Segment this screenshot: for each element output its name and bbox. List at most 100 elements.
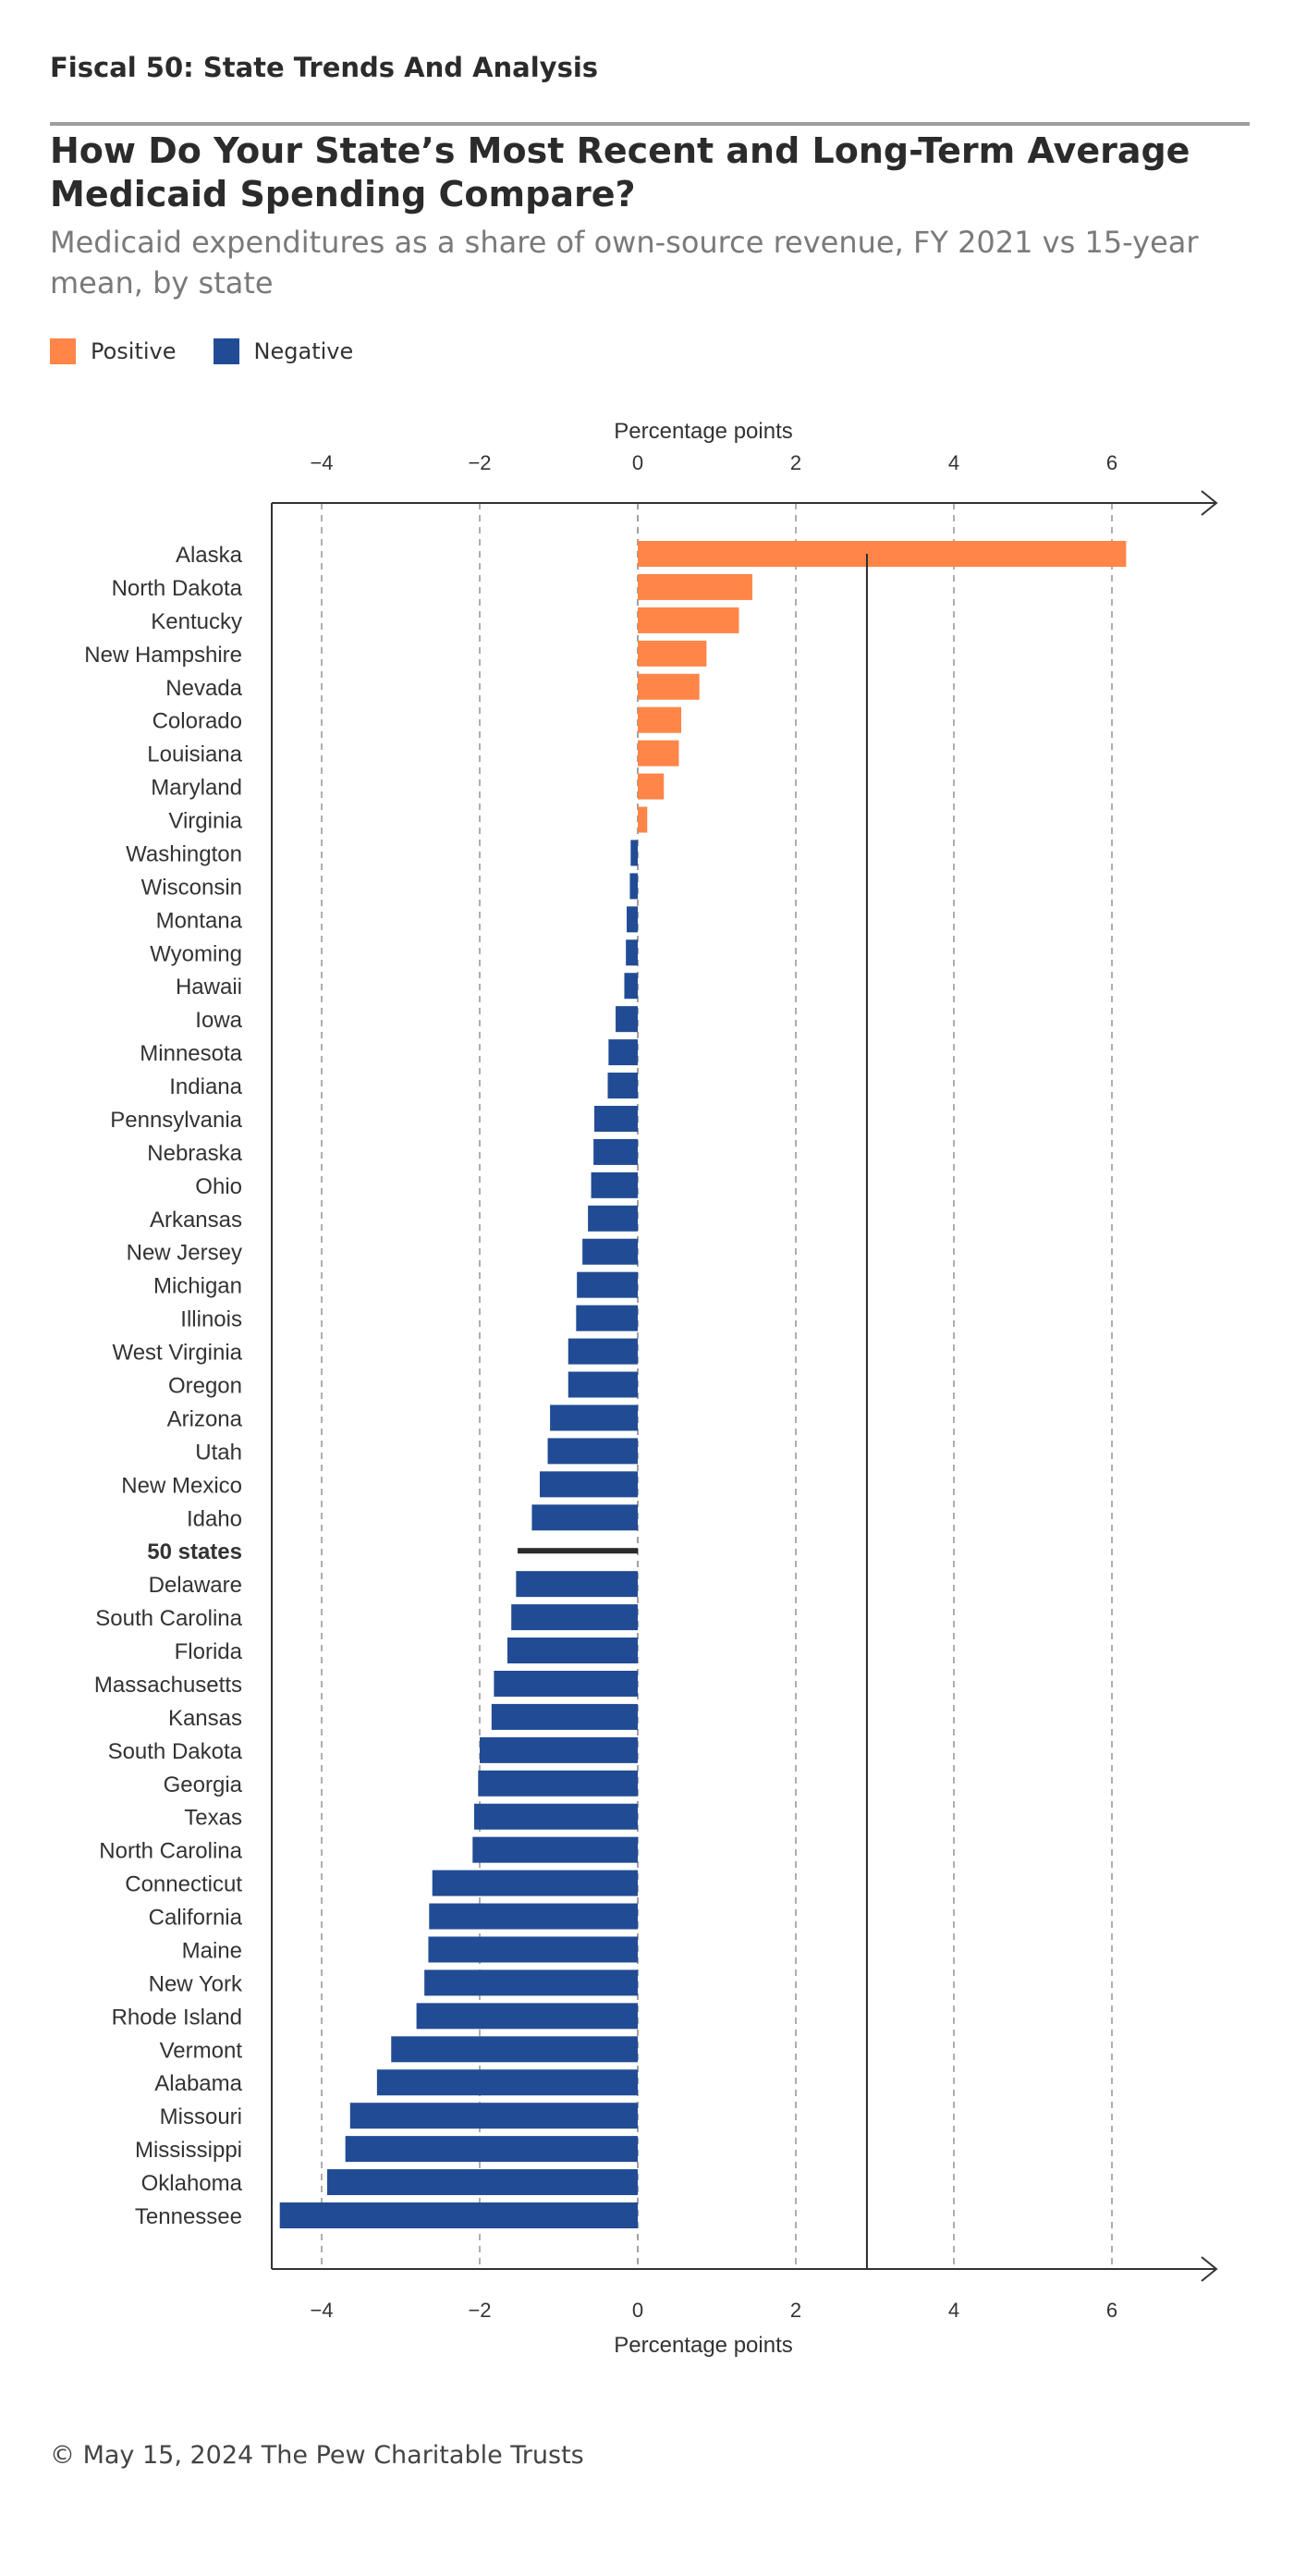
bar <box>638 773 665 800</box>
category-label: Maine <box>182 1938 242 1963</box>
category-label: Missouri <box>160 2104 242 2129</box>
category-label: North Carolina <box>99 1839 242 1864</box>
category-label: Oklahoma <box>141 2171 243 2196</box>
category-label: Minnesota <box>140 1041 242 1066</box>
title-rule <box>50 122 1250 126</box>
bar <box>638 673 700 700</box>
average-bar <box>518 1548 638 1554</box>
bar <box>424 1969 638 1996</box>
average-label: 50 states <box>147 1539 242 1564</box>
category-label: Texas <box>184 1806 242 1831</box>
tick-label-bottom: −4 <box>310 2299 333 2322</box>
legend-label-positive: Positive <box>91 338 177 364</box>
bar <box>607 1073 638 1099</box>
bar <box>591 1171 638 1198</box>
category-label: Wisconsin <box>141 875 242 900</box>
tick-label-bottom: 2 <box>790 2299 801 2322</box>
bar <box>539 1471 638 1498</box>
category-label: Colorado <box>153 709 242 734</box>
category-label: Washington <box>126 841 242 866</box>
category-label: Illinois <box>180 1307 242 1332</box>
x-axis-title-bottom: Percentage points <box>614 2333 792 2358</box>
category-label: Michigan <box>153 1274 242 1299</box>
category-label: Vermont <box>160 2038 243 2063</box>
tick-label-top: 6 <box>1106 451 1117 474</box>
bar <box>629 873 638 900</box>
bar <box>627 906 638 933</box>
category-label: Alaska <box>176 543 243 568</box>
bar <box>547 1438 638 1465</box>
category-label: Montana <box>156 908 243 933</box>
bar <box>638 706 682 733</box>
category-label: Virginia <box>168 809 242 834</box>
category-label: Massachusetts <box>94 1673 242 1698</box>
category-label: Nebraska <box>147 1141 242 1166</box>
category-label: Louisiana <box>147 742 242 767</box>
bar <box>638 740 679 767</box>
bar <box>416 2003 638 2030</box>
category-label: Pennsylvania <box>110 1108 242 1133</box>
bar <box>568 1338 638 1365</box>
tick-label-bottom: −2 <box>468 2299 491 2322</box>
bar <box>616 1006 638 1033</box>
legend-item-negative: Negative <box>213 338 354 364</box>
tick-label-top: 2 <box>790 451 801 474</box>
bar <box>507 1638 638 1664</box>
legend-label-negative: Negative <box>253 338 354 364</box>
category-label: Maryland <box>151 776 242 801</box>
bar <box>638 541 1127 567</box>
bar <box>472 1836 638 1863</box>
category-label: Utah <box>195 1440 242 1465</box>
legend-swatch-positive <box>50 338 76 364</box>
top-axis-arrow-icon <box>1201 490 1218 516</box>
bar <box>429 1903 638 1930</box>
category-label: Mississippi <box>135 2138 242 2163</box>
tick-label-bottom: 6 <box>1106 2299 1117 2322</box>
bar <box>577 1271 638 1298</box>
axes: −4 −4 −2 −2 0 0 2 2 4 4 6 6 Percentage points Percent… <box>271 419 1218 2358</box>
bar <box>593 1105 638 1132</box>
category-label: South Dakota <box>108 1739 243 1764</box>
bar <box>624 973 638 1000</box>
bar <box>345 2136 638 2163</box>
bar <box>516 1571 638 1598</box>
category-label: Delaware <box>149 1573 242 1598</box>
bar <box>428 1936 638 1963</box>
footer-copyright: © May 15, 2024 The Pew Charitable Trusts <box>50 2441 584 2470</box>
bar <box>638 640 707 667</box>
category-label: Wyoming <box>150 941 242 966</box>
category-label: New York <box>149 1971 243 1996</box>
chart-title: How Do Your State’s Most Recent and Long… <box>50 130 1190 215</box>
category-label: Rhode Island <box>112 2005 242 2030</box>
category-label: California <box>149 1906 243 1931</box>
category-label: Ohio <box>195 1174 242 1199</box>
bar-chart: Alaska North Dakota Kentucky New Hampshire N… <box>84 419 1218 2358</box>
legend-item-positive: Positive <box>50 338 177 364</box>
bars <box>279 541 1127 2228</box>
tick-label-top: 4 <box>948 451 959 474</box>
chart-subtitle: Medicaid expenditures as a share of own-… <box>50 225 1199 301</box>
category-label: Idaho <box>187 1506 242 1531</box>
bar <box>550 1405 638 1431</box>
bar <box>576 1305 638 1331</box>
bar <box>638 573 752 600</box>
category-label: New Hampshire <box>84 643 242 668</box>
bar <box>494 1670 638 1697</box>
category-label: Iowa <box>195 1008 242 1033</box>
bar <box>531 1504 638 1531</box>
bottom-axis-arrow-icon <box>1201 2256 1218 2282</box>
tick-label-top: 0 <box>632 451 643 474</box>
bar <box>474 1803 638 1830</box>
category-label: South Carolina <box>95 1606 242 1631</box>
bar <box>480 1736 638 1763</box>
category-label: New Jersey <box>127 1241 242 1266</box>
category-label: New Mexico <box>121 1473 242 1498</box>
bar <box>593 1138 638 1165</box>
legend-swatch-negative <box>213 338 239 364</box>
category-label: Nevada <box>165 676 242 701</box>
bar <box>478 1770 638 1797</box>
tick-label-top: −4 <box>310 451 333 474</box>
bar <box>432 1870 638 1896</box>
category-label: Arizona <box>167 1406 243 1431</box>
category-label: Alabama <box>154 2071 242 2096</box>
